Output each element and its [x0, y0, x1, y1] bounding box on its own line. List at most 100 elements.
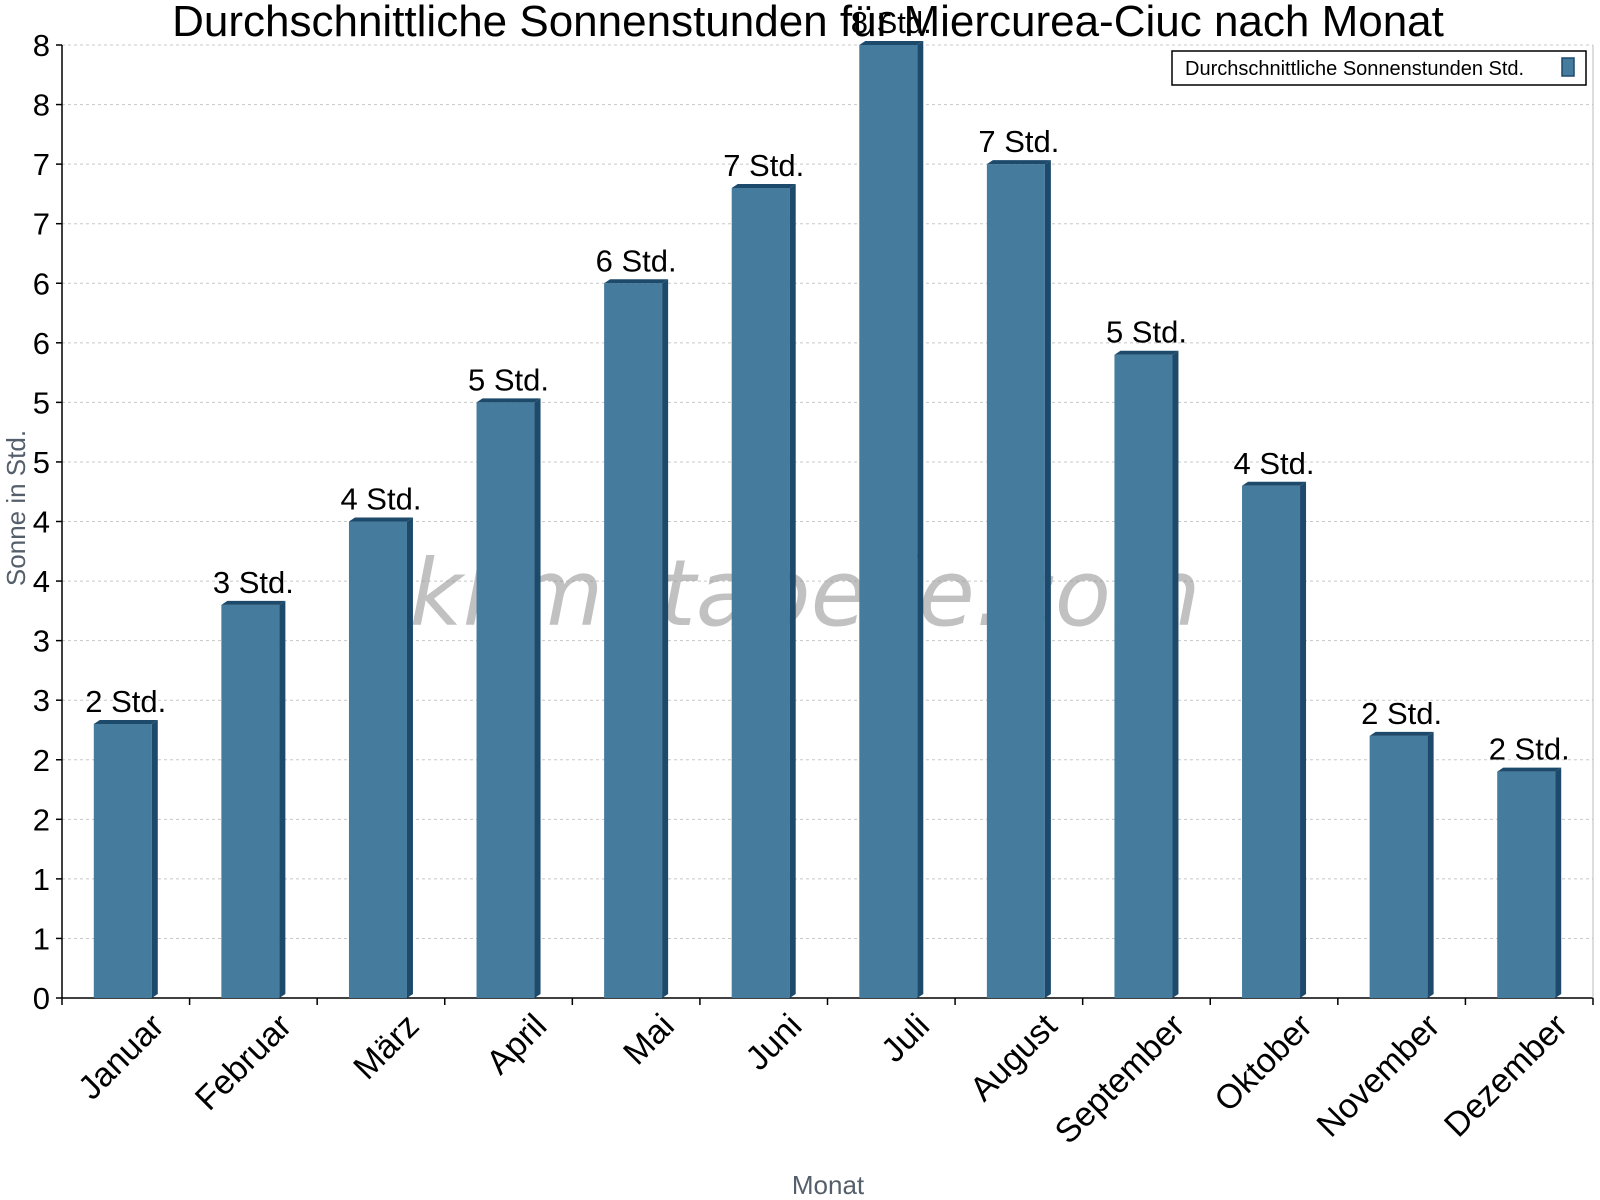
- bar-face: [986, 164, 1045, 998]
- bar-side: [917, 41, 924, 998]
- y-tick-label: 4: [33, 505, 50, 540]
- data-label: 7 Std.: [723, 148, 804, 183]
- bar-side: [662, 279, 669, 998]
- bar-top: [604, 279, 669, 284]
- bar-märz: [348, 517, 413, 998]
- bar-side: [279, 600, 286, 998]
- bar-face: [731, 187, 790, 998]
- x-tick-label: Dezember: [1437, 1007, 1575, 1145]
- bars: [93, 41, 1562, 999]
- data-label: 8 Std.: [851, 5, 932, 40]
- x-tick-label: Mai: [616, 1007, 682, 1073]
- bar-face: [348, 521, 407, 998]
- legend-box: [1171, 50, 1587, 86]
- y-tick-label: 7: [33, 147, 50, 182]
- y-tick-label: 5: [33, 445, 50, 480]
- legend-label: Durchschnittliche Sonnenstunden Std.: [1185, 58, 1524, 80]
- legend: Durchschnittliche Sonnenstunden Std.: [1171, 50, 1587, 86]
- bar-face: [93, 724, 152, 998]
- bar-face: [1497, 771, 1556, 998]
- bar-face: [221, 604, 280, 998]
- x-tick-label: November: [1310, 1007, 1448, 1145]
- bar-mai: [604, 279, 669, 998]
- bar-side: [1427, 731, 1434, 998]
- x-tick-label: Januar: [71, 1007, 171, 1107]
- chart-title: Durchschnittliche Sonnenstunden für Mier…: [172, 0, 1444, 46]
- y-tick-label: 5: [33, 385, 50, 420]
- bar-februar: [221, 600, 286, 998]
- bar-september: [1114, 350, 1179, 999]
- bar-face: [859, 45, 918, 998]
- data-label: 4 Std.: [340, 482, 421, 517]
- data-label: 5 Std.: [1106, 315, 1187, 350]
- data-label: 5 Std.: [468, 362, 549, 397]
- y-tick-label: 2: [33, 743, 50, 778]
- bar-top: [476, 398, 541, 403]
- legend-swatch: [1561, 57, 1575, 77]
- x-tick-label: März: [346, 1007, 426, 1087]
- y-axis-ticks: 0 1 1 2 2 3 3 4 4 5 5 6 6 7 7 8 8: [33, 28, 62, 1016]
- bar-top: [221, 600, 286, 605]
- y-tick-label: 0: [33, 981, 50, 1016]
- bar-juni: [731, 183, 796, 998]
- x-tick-label: Juni: [738, 1007, 809, 1078]
- data-label: 4 Std.: [1234, 446, 1315, 481]
- y-tick-label: 1: [33, 862, 50, 897]
- x-axis-title: Monat: [792, 1170, 865, 1200]
- y-tick-label: 3: [33, 624, 50, 659]
- x-tick-label: Oktober: [1207, 1007, 1319, 1119]
- bar-face: [1114, 354, 1173, 999]
- bar-august: [986, 160, 1051, 998]
- grid-lines: [62, 44, 1593, 939]
- bar-side: [534, 398, 541, 998]
- bar-face: [1369, 735, 1428, 998]
- bar-top: [1114, 350, 1179, 355]
- data-label: 2 Std.: [1489, 732, 1570, 767]
- bar-november: [1369, 731, 1434, 998]
- bar-side: [1044, 160, 1051, 998]
- bar-side: [789, 183, 796, 998]
- bar-face: [1242, 485, 1301, 998]
- data-label: 3 Std.: [213, 565, 294, 600]
- bar-top: [348, 517, 413, 522]
- x-tick-label: September: [1048, 1007, 1192, 1151]
- y-tick-label: 6: [33, 266, 50, 301]
- y-tick-label: 7: [33, 207, 50, 242]
- data-label: 6 Std.: [596, 243, 677, 278]
- bar-side: [406, 517, 413, 998]
- bar-top: [859, 41, 924, 45]
- bar-oktober: [1242, 481, 1307, 998]
- x-axis-ticks: Januar Februar März April Mai Juni Juli AugustS…: [61, 998, 1594, 1151]
- bar-januar: [93, 720, 158, 998]
- y-tick-label: 8: [33, 88, 50, 123]
- bar-face: [476, 402, 535, 998]
- data-labels: 2 Std. 3 Std. 4 Std. 5 Std. 6 Std. 7 Std. 8 St…: [85, 5, 1569, 767]
- x-tick-label: August: [963, 1006, 1065, 1108]
- bar-top: [986, 160, 1051, 165]
- bar-top: [93, 720, 158, 725]
- y-tick-label: 3: [33, 683, 50, 718]
- bar-face: [604, 283, 663, 998]
- bar-april: [476, 398, 541, 998]
- y-axis-title: Sonne in Std.: [1, 430, 31, 586]
- y-tick-label: 2: [33, 802, 50, 837]
- bar-juli: [859, 41, 924, 998]
- data-label: 2 Std.: [85, 684, 166, 719]
- watermark: klimatabelle.com: [409, 540, 1200, 647]
- bar-side: [1555, 767, 1562, 998]
- y-tick-label: 1: [33, 921, 50, 956]
- bar-side: [1172, 350, 1179, 999]
- bar-top: [1369, 731, 1434, 736]
- bar-top: [1242, 481, 1307, 486]
- y-tick-label: 6: [33, 326, 50, 361]
- bar-dezember: [1497, 767, 1562, 998]
- x-tick-label: Februar: [188, 1007, 299, 1118]
- bar-side: [151, 720, 158, 998]
- x-tick-label: April: [479, 1007, 554, 1082]
- bar-top: [1497, 767, 1562, 772]
- bar-side: [1300, 481, 1307, 998]
- bar-top: [731, 183, 796, 188]
- data-label: 2 Std.: [1361, 696, 1442, 731]
- y-tick-label: 4: [33, 564, 50, 599]
